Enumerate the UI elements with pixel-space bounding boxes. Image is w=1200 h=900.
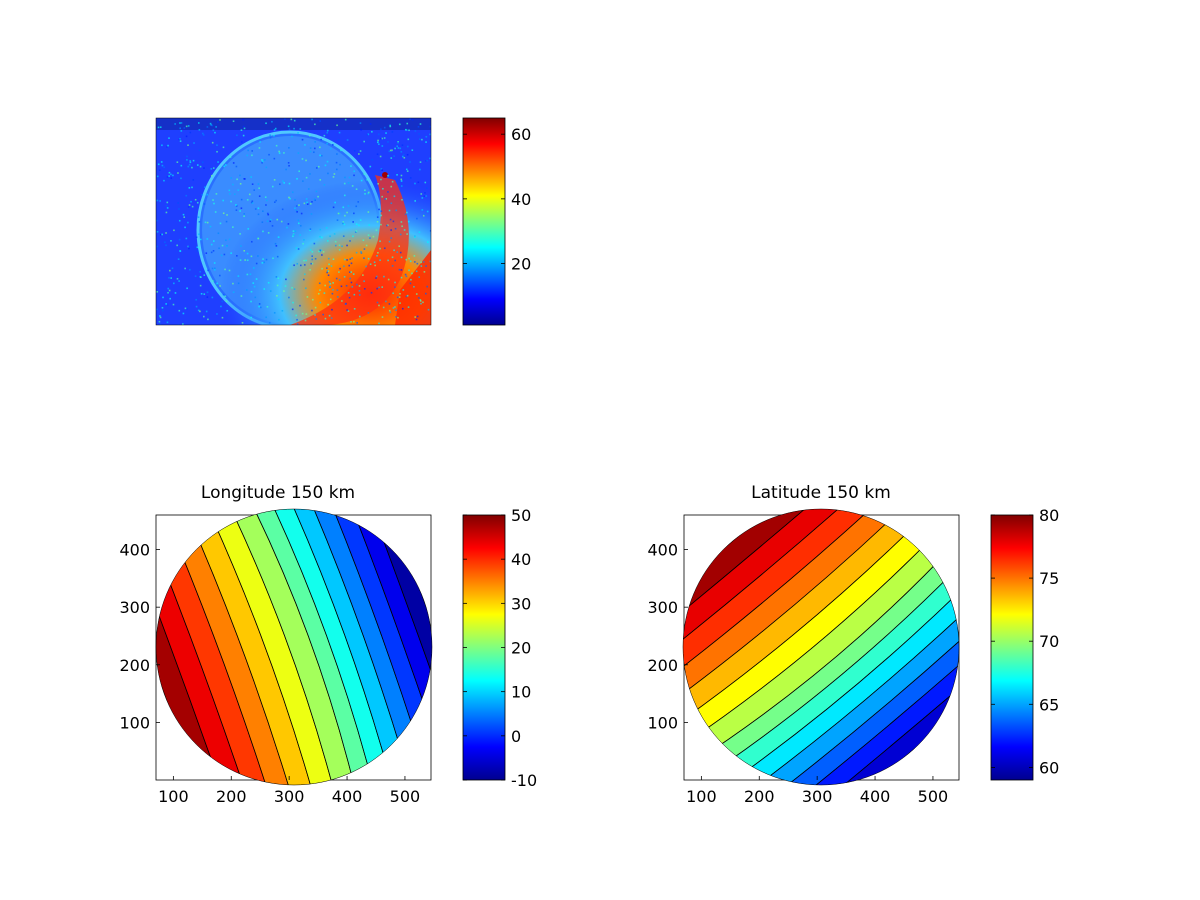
latitude-xtick-label: 200 [744, 787, 775, 806]
colorbar-longitude-tick-label: 40 [511, 550, 531, 569]
longitude-contour-band [156, 509, 259, 785]
colorbar-longitude-tick-label: 20 [511, 639, 531, 658]
latitude-contour-band [714, 580, 959, 785]
longitude-xtick-label: 500 [390, 787, 421, 806]
panel-latitude: Latitude 150 km 100 200 300 400 500 100 200 300… [647, 483, 1059, 806]
longitude-disk [156, 509, 432, 785]
latitude-ytick-label: 300 [647, 598, 678, 617]
colorbar-longitude-tick-label: 0 [511, 727, 521, 746]
longitude-ytick-label: 400 [119, 541, 150, 560]
longitude-ytick-label: 200 [119, 656, 150, 675]
latitude-ytick-label: 200 [647, 656, 678, 675]
colorbar-image-tick-label: 20 [511, 255, 531, 274]
latitude-xtick-label: 300 [802, 787, 833, 806]
colorbar-longitude: -10 0 10 20 30 40 50 [462, 506, 537, 790]
longitude-title: Longitude 150 km [201, 483, 355, 503]
colorbar-latitude-tick-label: 75 [1039, 569, 1059, 588]
latitude-ytick-label: 100 [647, 713, 678, 732]
latitude-xtick-label: 400 [860, 787, 891, 806]
colorbar-longitude-tick-label: 10 [511, 683, 531, 702]
colorbar-latitude-tick-label: 70 [1039, 632, 1059, 651]
colorbar-latitude: 60 65 70 75 80 [990, 506, 1059, 781]
latitude-title: Latitude 150 km [751, 483, 891, 503]
colorbar-longitude-tick-label: -10 [511, 771, 537, 790]
colorbar-latitude-tick-label: 60 [1039, 758, 1059, 777]
colorbar-image: 20 40 60 [462, 117, 531, 326]
latitude-xtick-label: 100 [686, 787, 717, 806]
longitude-ytick-label: 300 [119, 598, 150, 617]
longitude-ytick-label: 100 [119, 713, 150, 732]
colorbar-longitude-tick-label: 50 [511, 506, 531, 525]
longitude-xtick-label: 400 [332, 787, 363, 806]
colorbar-image-tick-label: 60 [511, 125, 531, 144]
longitude-xtick-label: 100 [158, 787, 189, 806]
panel-longitude: Longitude 150 km 100 200 300 400 50010020030… [119, 483, 537, 806]
colorbar-image-tick-label: 40 [511, 190, 531, 209]
longitude-xtick-label: 300 [274, 787, 305, 806]
latitude-xtick-label: 500 [918, 787, 949, 806]
longitude-xtick-label: 200 [216, 787, 247, 806]
latitude-contour-band [683, 509, 915, 699]
latitude-ytick-label: 400 [647, 541, 678, 560]
camera-image [156, 118, 431, 325]
colorbar-latitude-tick-label: 80 [1039, 506, 1059, 525]
colorbar-latitude-tick-label: 65 [1039, 695, 1059, 714]
panel-image: 20 40 60 [155, 117, 531, 326]
latitude-disk [683, 509, 959, 785]
colorbar-longitude-tick-label: 30 [511, 594, 531, 613]
